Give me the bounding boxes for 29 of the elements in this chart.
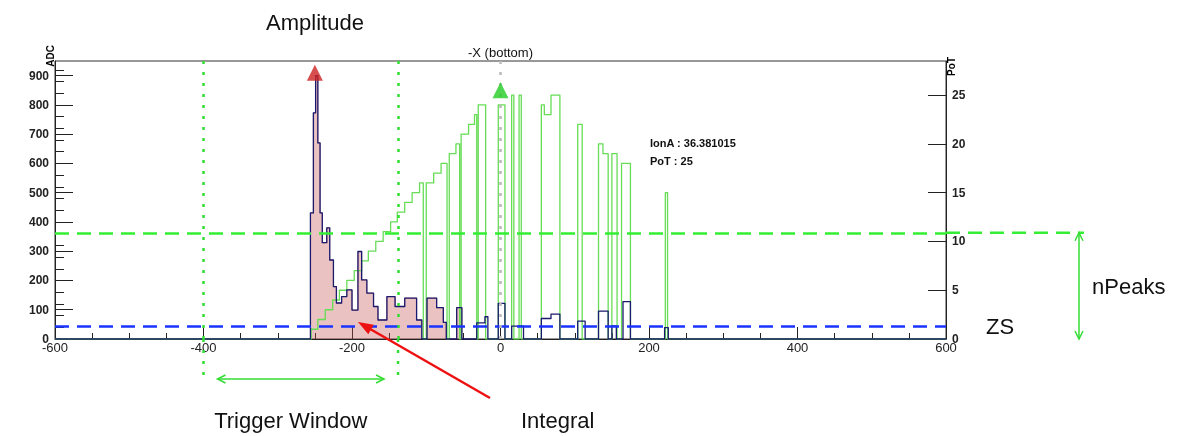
y2-tick-label: 20: [952, 136, 966, 151]
y-tick-label: 500: [28, 185, 50, 200]
y-tick-label: 800: [28, 97, 50, 112]
y2-tick-label: 25: [952, 88, 966, 103]
y-tick-label: 300: [28, 244, 50, 259]
x-tick-label: 400: [786, 340, 809, 355]
y-tick-label: 400: [28, 214, 50, 229]
y-tick-label: 100: [28, 302, 50, 317]
ref-line-label: ZS: [986, 314, 1015, 340]
y2-axis-title: PoT: [945, 57, 957, 76]
y-tick-label: 200: [28, 273, 50, 288]
x-tick-label: 200: [638, 340, 660, 355]
annotation: IonA : 36.381015: [650, 137, 736, 149]
annotation: PoT : 25: [650, 155, 693, 167]
x-tick-label: -400: [190, 340, 217, 355]
x-tick-label: -200: [338, 340, 366, 355]
y-tick-label: 900: [28, 68, 50, 83]
y-axis-title: ADC: [44, 45, 56, 67]
y2-tick-label: 5: [952, 283, 959, 298]
y2-tick-label: 10: [952, 234, 966, 249]
x-tick-label: 0: [496, 340, 505, 355]
text: Trigger Window: [214, 408, 368, 433]
text: nPeaks: [1092, 273, 1166, 299]
text: Amplitude: [266, 10, 364, 35]
y-tick-label: 700: [28, 127, 50, 142]
y-tick-label: 600: [28, 156, 50, 171]
ref-line-label: -X (bottom): [467, 45, 534, 60]
text: Integral: [521, 408, 595, 433]
y2-tick-label: 15: [952, 185, 966, 200]
